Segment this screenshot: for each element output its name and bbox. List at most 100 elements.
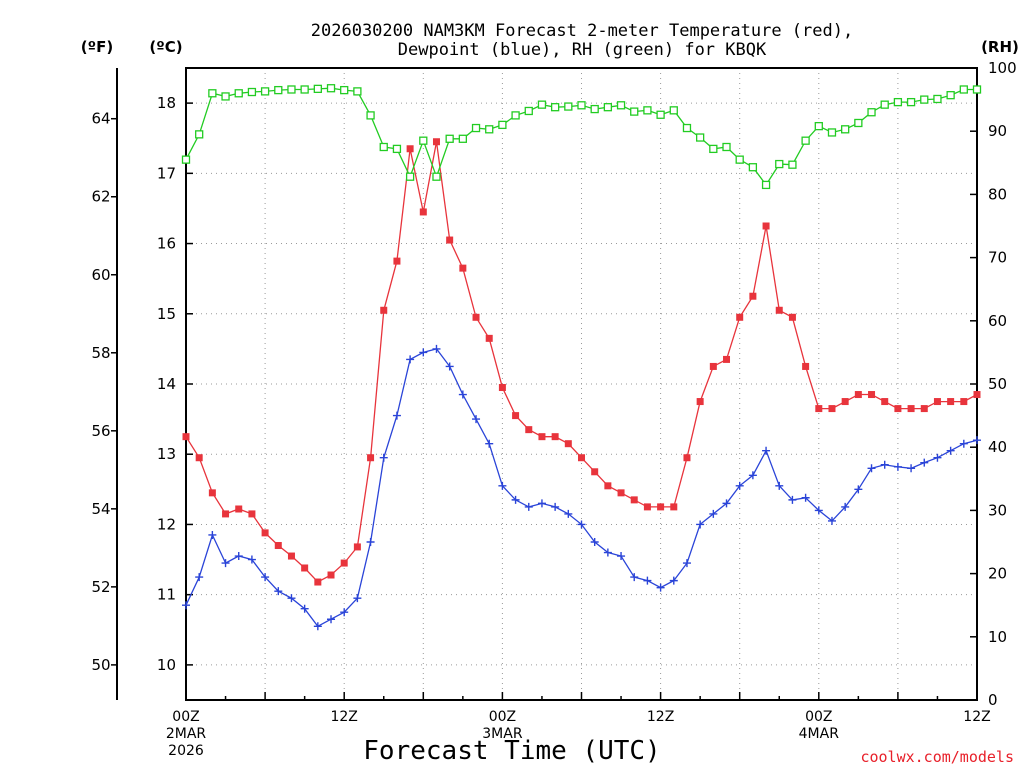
dewpoint-point [709, 509, 718, 518]
rh-point [313, 84, 322, 94]
dewpoint-point [524, 502, 533, 511]
celsius-tick-label: 15 [157, 305, 176, 323]
credit-label: coolwx.com/models [860, 748, 1014, 766]
temperature-point [432, 138, 440, 146]
rh-point [366, 111, 375, 120]
dewpoint-point [920, 458, 929, 467]
dewpoint-point [274, 587, 283, 596]
rh-point [524, 106, 533, 116]
rh-point [392, 144, 402, 154]
rh-point [432, 172, 441, 181]
x-tick-label: 12Z [330, 709, 357, 725]
dewpoint-point [788, 495, 797, 504]
dewpoint-point [366, 538, 375, 546]
temperature-point [512, 412, 520, 420]
dewpoint-point [458, 390, 467, 399]
x-date-label: 4MAR [799, 726, 840, 742]
temperature-point [393, 257, 401, 265]
fahrenheit-tick-label: 56 [91, 422, 110, 440]
rh-tick-label: 10 [988, 628, 1007, 646]
fahrenheit-tick-label: 58 [91, 344, 110, 362]
rh-point [696, 133, 705, 142]
temperature-point [749, 292, 757, 300]
dewpoint-point [696, 520, 705, 529]
fahrenheit-tick-label: 62 [91, 188, 110, 206]
temperature-point [208, 489, 216, 497]
temperature-point [670, 503, 678, 511]
dewpoint-point [300, 604, 309, 613]
rh-point [972, 85, 982, 94]
rh-tick-label: 70 [988, 249, 1007, 267]
temperature-point [683, 454, 691, 462]
dewpoint-point [603, 548, 612, 557]
rh-point [775, 159, 784, 169]
rh-point [221, 92, 230, 101]
temperature-point [788, 313, 796, 321]
rh-point [761, 180, 771, 190]
temperature-point [630, 496, 638, 504]
rh-point [906, 97, 916, 107]
temperature-point [380, 306, 388, 314]
temperature-point [960, 398, 968, 406]
rh-point [577, 101, 586, 110]
dewpoint-point [617, 552, 626, 561]
x-date-label: 2MAR [166, 726, 207, 742]
celsius-unit-label: (ºC) [149, 38, 182, 56]
celsius-tick-label: 14 [157, 375, 176, 393]
rh-point [801, 136, 810, 145]
temperature-point [578, 454, 585, 462]
rh-point [959, 85, 968, 94]
temperature-point [274, 542, 282, 550]
series-layer [181, 84, 982, 631]
dewpoint-point [959, 439, 968, 448]
rh-point [748, 163, 758, 172]
rh-point [564, 102, 573, 111]
x-date-label: 3MAR [482, 726, 523, 742]
dewpoint-point [379, 453, 388, 462]
dewpoint-point [669, 576, 678, 585]
temperature-point [525, 426, 533, 434]
fahrenheit-tick-label: 64 [91, 110, 110, 128]
rh-point [893, 97, 903, 107]
dewpoint-point [801, 493, 810, 502]
celsius-tick-label: 13 [157, 445, 176, 463]
rh-point [498, 120, 507, 130]
temperature-point [406, 145, 414, 153]
fahrenheit-tick-label: 54 [91, 500, 110, 518]
temperature-point [551, 433, 559, 441]
dewpoint-point [682, 559, 691, 568]
rh-point [326, 84, 336, 93]
celsius-tick-label: 18 [157, 94, 176, 112]
dewpoint-point [537, 499, 546, 508]
celsius-tick-label: 10 [157, 656, 176, 674]
rh-tick-label: 0 [988, 691, 998, 709]
temperature-point [933, 398, 941, 406]
x-tick-label: 12Z [647, 709, 674, 725]
celsius-tick-label: 17 [157, 164, 176, 182]
axes: 50 52 54 56 58 60 62 64 10 11 12 13 14 15 16 17 18 0 10 20 3… [91, 59, 1016, 759]
rh-point [260, 87, 270, 96]
dewpoint-point [643, 576, 652, 585]
temperature-point [367, 454, 375, 462]
temperature-point [459, 264, 467, 272]
rh-point [854, 118, 863, 128]
dewpoint-point [867, 464, 876, 473]
temperature-point [947, 398, 955, 406]
rh-point [933, 94, 942, 104]
temperature-point [472, 313, 480, 321]
fahrenheit-unit-label: (ºF) [81, 38, 113, 56]
rh-point [485, 125, 494, 134]
dewpoint-point [577, 520, 586, 529]
dewpoint-point [775, 481, 784, 490]
temperature-point [446, 236, 454, 244]
temperature-point [657, 503, 665, 511]
dewpoint-point [234, 552, 243, 561]
rh-point [445, 134, 454, 143]
temperature-point [538, 433, 546, 441]
chart-title-line1: 2026030200 NAM3KM Forecast 2-meter Tempe… [311, 21, 853, 41]
temperature-point [736, 313, 744, 321]
dewpoint-point [907, 464, 916, 473]
dewpoint-point [735, 481, 744, 490]
dewpoint-point [630, 573, 639, 582]
rh-point [814, 121, 823, 131]
